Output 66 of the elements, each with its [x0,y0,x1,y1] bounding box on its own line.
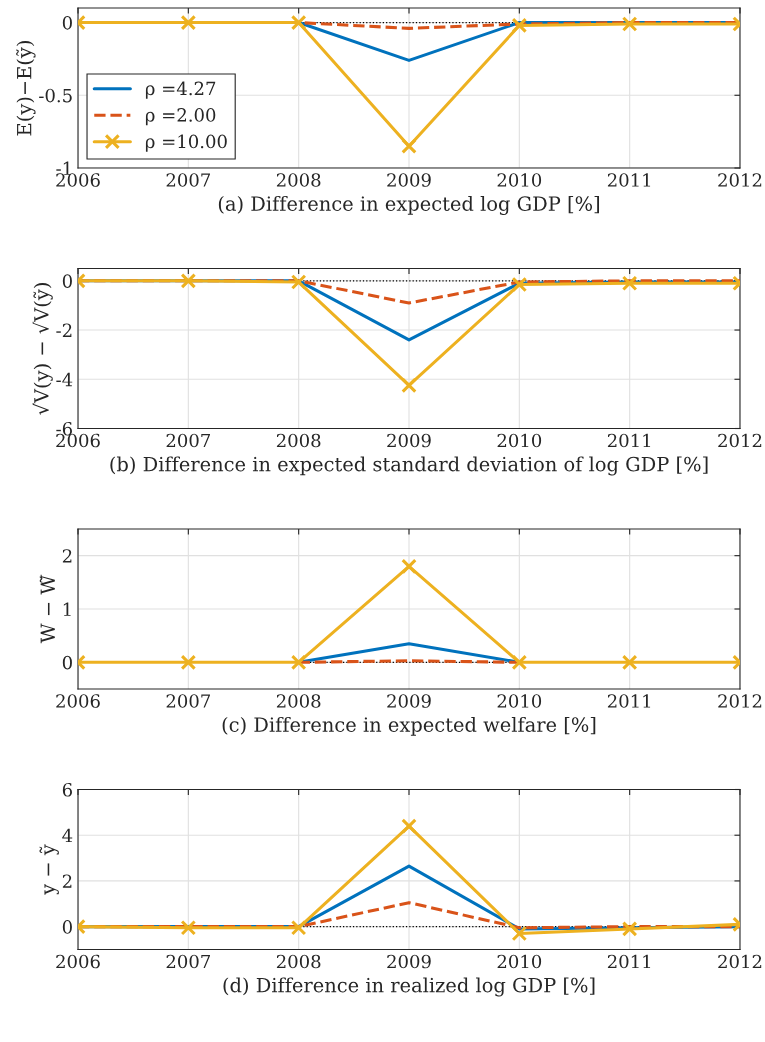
y-tick-label: 0 [62,274,72,288]
y-tick-label: 2 [62,874,72,888]
y-axis-title: W − W̃ [39,574,55,644]
y-tick-label: -4 [56,372,73,387]
x-tick-label: 2007 [166,694,210,708]
x-tick-label: 2010 [497,173,542,187]
x-tick-label: 2011 [607,954,651,969]
x-tick-label: 2009 [387,173,431,187]
x-tick-label: 2009 [387,433,431,448]
x-tick-label: 2010 [497,954,542,969]
x-tick-label: 2007 [166,433,210,448]
y-axis-title: y − ỹ [39,844,59,895]
point [401,138,417,154]
x-tick-label: 2010 [497,694,542,708]
point [180,14,197,31]
x-axis-title: (b) Difference in expected standard deviation of log GDP [%] [110,456,708,476]
y-tick-label: 1 [63,602,71,616]
x-tick-label: 2008 [276,954,321,969]
x-tick-label: 2012 [718,954,762,969]
x-tick-label: 2008 [276,694,321,708]
y-tick-label: -0.5 [39,88,72,103]
y-tick-label: 0 [62,16,72,30]
x-axis-title: (a) Difference in expected log GDP [%] [218,195,599,215]
x-tick-label: 2011 [607,173,651,187]
y-tick-label: 2 [62,549,72,563]
point [511,276,528,293]
point [621,16,638,32]
x-tick-label: 2007 [166,954,210,969]
point [621,275,638,292]
y-axis-title: √V(y) − √V(ỹ) [32,283,53,415]
y-tick-label: 4 [62,828,73,843]
x-tick-label: 2006 [56,694,100,708]
point [511,17,528,34]
x-tick-label: 2006 [56,173,100,187]
point [290,920,307,936]
point [511,925,528,942]
x-tick-label: 2010 [497,433,542,448]
y-tick-label: 6 [62,782,72,797]
x-tick-label: 2007 [166,173,210,187]
legend-label: ρ =2.00 [145,108,216,126]
x-tick-label: 2012 [718,173,762,187]
x-tick-label: 2008 [276,433,321,448]
point [401,377,417,394]
point [401,818,417,834]
x-tick-label: 2011 [607,433,651,448]
x-axis-title: (c) Difference in expected welfare [%] [222,716,596,736]
point [290,14,307,31]
x-tick-label: 2012 [718,694,762,708]
point [621,921,638,937]
x-axis-title: (d) Difference in realized log GDP [%] [223,977,595,997]
legend-label: ρ =4.27 [145,81,216,99]
point [180,920,197,936]
x-tick-label: 2008 [276,173,321,187]
point [180,273,197,289]
x-tick-label: 2011 [607,694,651,708]
point [290,274,307,290]
x-tick-label: 2006 [56,954,100,969]
y-tick-label: 0 [62,920,72,934]
x-tick-label: 2012 [718,433,762,448]
y-tick-label: 0 [62,655,72,670]
y-tick-label: -1 [56,161,71,175]
y-tick-label: -2 [56,323,72,337]
x-tick-label: 2009 [387,694,431,708]
legend-label: ρ =10.00 [145,134,227,152]
y-axis-title: E(y)−E(ỹ) [16,41,36,136]
x-tick-label: 2009 [387,954,431,969]
